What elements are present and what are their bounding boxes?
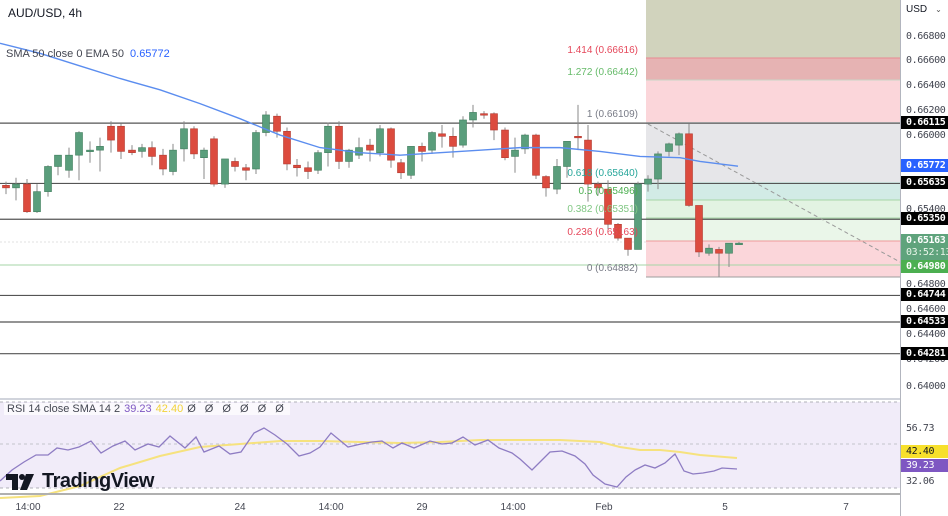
rsi-value: 39.23 [124, 403, 152, 415]
time-tick: 22 [113, 502, 125, 513]
time-tick: Feb [595, 502, 613, 513]
price-tick: 0.66400 [906, 80, 946, 91]
rsi-tick-upper: 56.73 [906, 423, 935, 434]
currency-selector[interactable]: USD ⌄ [906, 4, 942, 15]
indicator-label: SMA 50 close 0 EMA 50 [6, 48, 125, 60]
price-tick: 0.66800 [906, 31, 946, 42]
time-tick: 14:00 [318, 502, 344, 513]
trend-line[interactable] [647, 123, 900, 263]
price-tick: 0.64800 [906, 279, 946, 290]
fibonacci-zones [0, 0, 900, 278]
time-tick: 14:00 [15, 502, 41, 513]
price-tick: 0.66600 [906, 55, 946, 66]
fib-label-0618: 0.618 (0.65640) [567, 168, 638, 179]
fib-label-0: 0 (0.64882) [586, 263, 638, 274]
price-level-tag: 0.64744 [901, 288, 948, 302]
price-chart-canvas[interactable] [0, 0, 900, 516]
price-level-tag: 0.64281 [901, 346, 948, 360]
tradingview-logo[interactable]: TradingView [6, 470, 154, 493]
price-level-tag: 0.66115 [901, 116, 948, 130]
price-tick: 0.64400 [906, 329, 946, 340]
price-tick: 0.65400 [906, 204, 946, 215]
horizontal-levels[interactable] [0, 122, 900, 355]
price-level-tag: 0.65350 [901, 212, 948, 226]
indicator-legend[interactable]: SMA 50 close 0 EMA 50 0.65772 [6, 48, 170, 60]
fib-label-0382: 0.382 (0.65351) [567, 204, 638, 215]
rsi-tick-lower: 32.06 [906, 476, 935, 487]
price-level-tag: 0.65772 [901, 159, 948, 173]
time-tick: 5 [722, 502, 728, 513]
fib-label-1: 1 (0.66109) [586, 109, 638, 120]
time-tick: 29 [416, 502, 428, 513]
fib-label-05: 0.5 (0.65496) [578, 186, 639, 197]
price-level-tag: 0.65635 [901, 176, 948, 190]
price-level-tag: 0.64533 [901, 314, 948, 328]
rsi-pane [0, 398, 900, 499]
last-price-tag: 0.65163 03:52:13 [901, 234, 948, 260]
price-tick: 0.66000 [906, 130, 946, 141]
price-tick: 0.66200 [906, 105, 946, 116]
fib-label-1414: 1.414 (0.66616) [567, 45, 638, 56]
time-tick: 24 [234, 502, 246, 513]
rsi-label: RSI 14 close SMA 14 2 [7, 403, 121, 415]
rsi-sma-tag: 42.40 [901, 445, 948, 458]
price-tick: 0.64000 [906, 381, 946, 392]
symbol-title[interactable]: AUD/USD, 4h [8, 6, 83, 20]
tradingview-logo-icon [6, 473, 34, 490]
rsi-legend[interactable]: RSI 14 close SMA 14 2 39.23 42.40 Ø Ø Ø Ø Ø… [4, 403, 290, 415]
rsi-sma-value: 42.40 [155, 403, 184, 415]
rsi-na-values: Ø Ø Ø Ø Ø Ø [187, 403, 287, 415]
time-tick: 14:00 [500, 502, 526, 513]
ema50-line [0, 42, 739, 167]
candlesticks [2, 104, 743, 278]
chevron-down-icon: ⌄ [935, 5, 942, 14]
fib-label-1272: 1.272 (0.66442) [567, 67, 638, 78]
rsi-value-tag: 39.23 [901, 459, 948, 472]
tradingview-wordmark: TradingView [42, 470, 154, 492]
fib-zero-tag: 0.64980 [901, 260, 948, 273]
price-tick: 0.64600 [906, 304, 946, 315]
time-tick: 7 [843, 502, 849, 513]
indicator-value: 0.65772 [130, 48, 170, 60]
fib-label-0236: 0.236 (0.65163) [567, 227, 638, 238]
